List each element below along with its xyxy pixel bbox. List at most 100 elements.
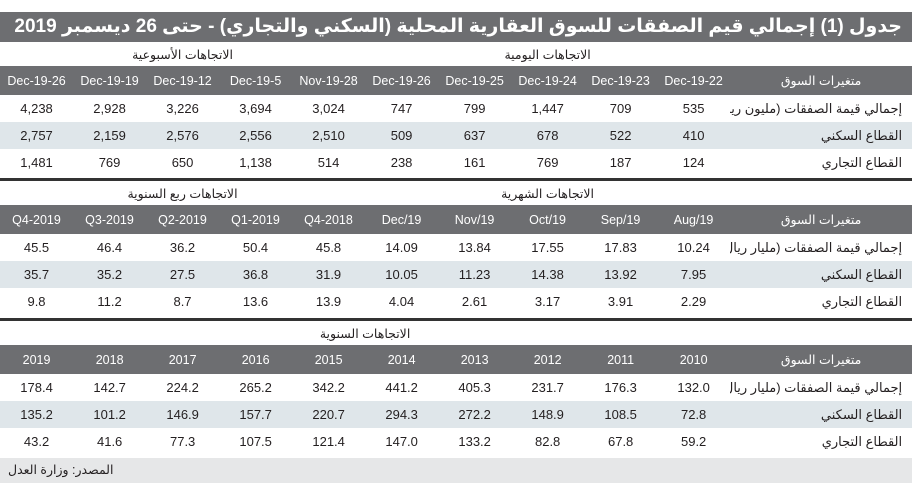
column-header: 2019-Q1: [219, 205, 293, 234]
table-cell: 121.4: [312, 434, 345, 449]
table-cell: 133.2: [458, 434, 491, 449]
table-cell: 146.9: [146, 401, 220, 428]
table-cell: 3.91: [607, 294, 634, 309]
table-cell: 535: [682, 101, 705, 116]
group-header: الاتجاهات ربع السنوية: [127, 186, 238, 201]
table-cell: 31.9: [292, 261, 366, 288]
table-section: الاتجاهات الشهرية الاتجاهات ربع السنوية مت…: [0, 179, 912, 315]
table-cell: 2.29: [680, 294, 707, 309]
table-cell: 82.8: [534, 434, 561, 449]
section-divider: [0, 178, 912, 180]
table-cell: 769: [536, 155, 559, 170]
table-cell: 36.8: [219, 261, 293, 288]
table-cell: 50.4: [242, 240, 269, 255]
table-cell: 101.2: [73, 401, 147, 428]
column-header-row: متغيرات السوق Aug/19 Sep/19 Oct/19 Nov/19 Dec…: [0, 205, 912, 234]
table-cell: 637: [438, 122, 512, 149]
table-cell: 509: [365, 122, 439, 149]
table-cell: 135.2: [0, 401, 74, 428]
table-cell: 27.5: [146, 261, 220, 288]
section-divider: [0, 318, 912, 320]
source-note: المصدر: وزارة العدل: [0, 458, 912, 483]
table-cell: 17.55: [531, 240, 564, 255]
table-cell: 8.7: [173, 294, 192, 309]
row-label: إجمالي قيمة الصفقات (مليار ريال): [730, 239, 903, 255]
table-cell: 2,757: [0, 122, 74, 149]
column-header: 2018: [73, 345, 147, 374]
table-cell: 1,481: [20, 155, 53, 170]
table-cell: 650: [171, 155, 194, 170]
table-cell: 142.7: [93, 380, 126, 395]
table-cell: 3.17: [534, 294, 561, 309]
table-cell: 265.2: [239, 380, 272, 395]
table-cell: 405.3: [458, 380, 491, 395]
table-cell: 4,238: [20, 101, 53, 116]
table-cell: 747: [390, 101, 413, 116]
column-header: 22-Dec-19: [657, 66, 731, 95]
column-header: 2018-Q4: [292, 205, 366, 234]
group-header: الاتجاهات الأسبوعية: [132, 47, 233, 62]
table-cell: 9.8: [27, 294, 46, 309]
row-label: القطاع السكني: [730, 261, 912, 288]
column-header: Aug/19: [657, 205, 731, 234]
column-header: Oct/19: [511, 205, 585, 234]
table-cell: 35.2: [73, 261, 147, 288]
table-cell: 3,694: [239, 101, 272, 116]
group-header-row: الاتجاهات اليومية الاتجاهات الأسبوعية: [0, 42, 912, 66]
table-cell: 799: [463, 101, 486, 116]
row-label: القطاع التجاري: [821, 433, 903, 449]
table-cell: 342.2: [312, 380, 345, 395]
table-cell: 1,138: [239, 155, 272, 170]
column-header: 26-Dec-19: [365, 66, 439, 95]
table-cell: 67.8: [607, 434, 634, 449]
column-header: 2015: [292, 345, 366, 374]
table-row: القطاع السكني 72.8 108.5 148.9 272.2 294.3 220…: [0, 401, 912, 428]
table-cell: 2,928: [93, 101, 126, 116]
column-header: 2012: [511, 345, 585, 374]
table-cell: 13.9: [315, 294, 342, 309]
table-cell: 224.2: [166, 380, 199, 395]
table-cell: 187: [609, 155, 632, 170]
table-cell: 769: [98, 155, 121, 170]
column-header: 28-Nov-19: [292, 66, 366, 95]
row-label: القطاع السكني: [730, 122, 912, 149]
table-title: جدول (1) إجمالي قيم الصفقات للسوق العقار…: [0, 12, 912, 42]
row-label: القطاع التجاري: [821, 293, 903, 309]
column-header: 25-Dec-19: [438, 66, 512, 95]
table-row: القطاع التجاري 124 187 769 161 238 514 1,138 650…: [0, 149, 912, 176]
column-header: Dec/19: [365, 205, 439, 234]
column-header: 2019-Q3: [73, 205, 147, 234]
table-cell: 2,576: [146, 122, 220, 149]
row-label-header: متغيرات السوق: [730, 66, 912, 95]
table-cell: 124: [682, 155, 705, 170]
table-cell: 441.2: [385, 380, 418, 395]
column-header: Nov/19: [438, 205, 512, 234]
data-table: الاتجاهات الشهرية الاتجاهات ربع السنوية مت…: [0, 181, 912, 315]
table-cell: 2.61: [461, 294, 488, 309]
table-cell: 72.8: [657, 401, 731, 428]
column-header: 2019: [0, 345, 74, 374]
table-cell: 238: [390, 155, 413, 170]
table-cell: 11.2: [97, 294, 122, 309]
table-cell: 13.84: [458, 240, 491, 255]
table-row: القطاع السكني 410 522 678 637 509 2,510 2,556 2,…: [0, 122, 912, 149]
table-cell: 41.6: [96, 434, 123, 449]
row-label: القطاع السكني: [730, 401, 912, 428]
table-row: القطاع التجاري 2.29 3.91 3.17 2.61 4.04 13.9 13…: [0, 288, 912, 315]
table-cell: 3,024: [312, 101, 345, 116]
column-header: 24-Dec-19: [511, 66, 585, 95]
table-cell: 14.38: [511, 261, 585, 288]
table-cell: 4.04: [388, 294, 415, 309]
table-cell: 59.2: [680, 434, 707, 449]
table-cell: 7.95: [657, 261, 731, 288]
table-cell: 36.2: [169, 240, 196, 255]
table-cell: 231.7: [531, 380, 564, 395]
column-header: 2010: [657, 345, 731, 374]
table-cell: 35.7: [0, 261, 74, 288]
column-header: 2016: [219, 345, 293, 374]
row-label: إجمالي قيمة الصفقات (مليون ريال): [730, 100, 903, 116]
group-header-row: الاتجاهات الشهرية الاتجاهات ربع السنوية: [0, 181, 912, 205]
table-cell: 2,159: [73, 122, 147, 149]
data-table: الاتجاهات السنوية متغيرات السوق 2010 2011 20…: [0, 321, 912, 455]
table-cell: 410: [657, 122, 731, 149]
